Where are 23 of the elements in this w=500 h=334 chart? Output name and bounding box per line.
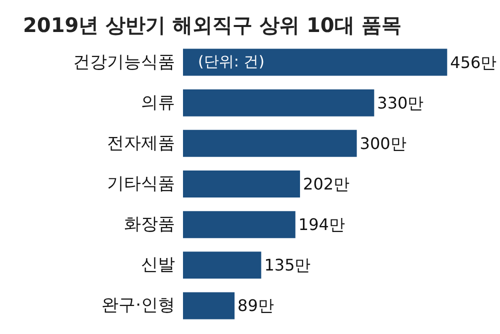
data-label: 456만 — [450, 52, 497, 72]
data-label: 330만 — [377, 93, 424, 112]
bar — [183, 252, 262, 279]
bar — [183, 170, 300, 198]
y-tick-label: 전자제품 — [107, 133, 175, 154]
bar — [183, 292, 235, 320]
y-tick-label: 건강기능식품 — [73, 52, 175, 72]
y-tick-label: 화장품 — [124, 214, 175, 235]
data-label: 135만 — [264, 256, 311, 275]
data-label: 194만 — [298, 215, 345, 234]
y-tick-label: 의류 — [141, 92, 175, 113]
bar — [183, 89, 374, 116]
bar — [183, 130, 357, 157]
chart-title: 2019년 상반기 해외직구 상위 10대 품목 — [23, 13, 402, 37]
y-tick-label: 신발 — [141, 255, 175, 276]
data-label: 89만 — [238, 296, 274, 316]
y-tick-label: 기타식품 — [107, 174, 175, 194]
data-label: 202만 — [303, 174, 350, 194]
annotation: (단위: 건) — [198, 52, 265, 70]
bar — [183, 48, 448, 76]
data-label: 300만 — [360, 134, 406, 153]
bar — [183, 211, 296, 238]
y-tick-label: 완구·인형 — [102, 296, 175, 316]
